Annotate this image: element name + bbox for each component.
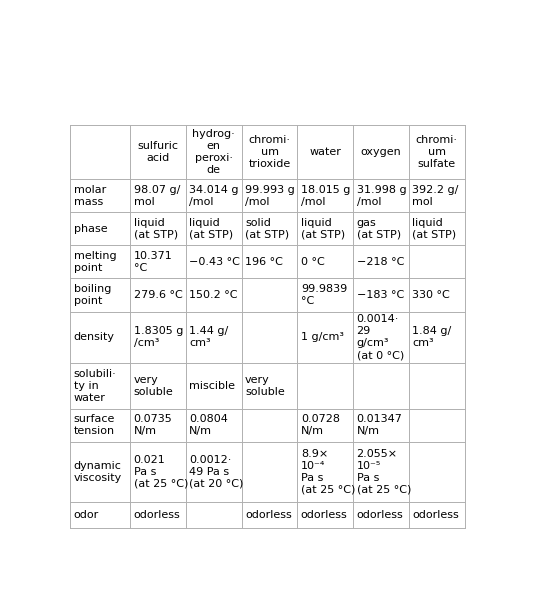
Text: −183 °C: −183 °C	[356, 290, 404, 300]
Text: 2.055×
10⁻⁵
Pa s
(at 25 °C): 2.055× 10⁻⁵ Pa s (at 25 °C)	[356, 449, 411, 495]
Text: 34.014 g
/mol: 34.014 g /mol	[189, 185, 239, 207]
Text: sulfuric
acid: sulfuric acid	[137, 141, 179, 163]
Text: 18.015 g
/mol: 18.015 g /mol	[301, 185, 350, 207]
Text: 196 °C: 196 °C	[245, 257, 283, 267]
Text: 0.0012·
49 Pa s
(at 20 °C): 0.0012· 49 Pa s (at 20 °C)	[189, 455, 244, 489]
Text: 0.01347
N/m: 0.01347 N/m	[356, 414, 402, 436]
Text: miscible: miscible	[189, 381, 235, 391]
Text: odorless: odorless	[134, 510, 180, 520]
Text: 0.0014·
29
g/cm³
(at 0 °C): 0.0014· 29 g/cm³ (at 0 °C)	[356, 314, 404, 360]
Text: odorless: odorless	[301, 510, 348, 520]
Text: dynamic
viscosity: dynamic viscosity	[74, 461, 122, 483]
Text: liquid
(at STP): liquid (at STP)	[189, 218, 233, 240]
Text: hydrog·
en
peroxi·
de: hydrog· en peroxi· de	[192, 129, 235, 175]
Text: oxygen: oxygen	[361, 147, 402, 157]
Text: gas
(at STP): gas (at STP)	[356, 218, 401, 240]
Text: 99.9839
°C: 99.9839 °C	[301, 284, 347, 306]
Text: surface
tension: surface tension	[74, 414, 115, 436]
Text: chromi·
um
sulfate: chromi· um sulfate	[416, 135, 458, 169]
Text: −0.43 °C: −0.43 °C	[189, 257, 240, 267]
Text: molar
mass: molar mass	[74, 185, 106, 207]
Text: water: water	[310, 147, 341, 157]
Text: 0.0804
N/m: 0.0804 N/m	[189, 414, 228, 436]
Text: 1.8305 g
/cm³: 1.8305 g /cm³	[134, 326, 183, 348]
Text: 0.0728
N/m: 0.0728 N/m	[301, 414, 340, 436]
Text: odorless: odorless	[413, 510, 459, 520]
Text: 31.998 g
/mol: 31.998 g /mol	[356, 185, 406, 207]
Text: boiling
point: boiling point	[74, 284, 111, 306]
Text: chromi·
um
trioxide: chromi· um trioxide	[249, 135, 290, 169]
Text: 330 °C: 330 °C	[413, 290, 450, 300]
Text: 392.2 g/
mol: 392.2 g/ mol	[413, 185, 459, 207]
Text: liquid
(at STP): liquid (at STP)	[134, 218, 178, 240]
Text: very
soluble: very soluble	[134, 375, 173, 397]
Text: liquid
(at STP): liquid (at STP)	[413, 218, 457, 240]
Text: 10.371
°C: 10.371 °C	[134, 251, 172, 273]
Text: odor: odor	[74, 510, 99, 520]
Text: density: density	[74, 332, 114, 342]
Text: 1 g/cm³: 1 g/cm³	[301, 332, 344, 342]
Text: 0 °C: 0 °C	[301, 257, 325, 267]
Text: solid
(at STP): solid (at STP)	[245, 218, 289, 240]
Text: 1.44 g/
cm³: 1.44 g/ cm³	[189, 326, 228, 348]
Text: solubili·
ty in
water: solubili· ty in water	[74, 369, 117, 403]
Text: −218 °C: −218 °C	[356, 257, 404, 267]
Text: 150.2 °C: 150.2 °C	[189, 290, 238, 300]
Text: odorless: odorless	[245, 510, 292, 520]
Text: odorless: odorless	[356, 510, 403, 520]
Text: 0.0735
N/m: 0.0735 N/m	[134, 414, 172, 436]
Text: liquid
(at STP): liquid (at STP)	[301, 218, 345, 240]
Text: 279.6 °C: 279.6 °C	[134, 290, 183, 300]
Text: 99.993 g
/mol: 99.993 g /mol	[245, 185, 295, 207]
Text: very
soluble: very soluble	[245, 375, 285, 397]
Text: 98.07 g/
mol: 98.07 g/ mol	[134, 185, 180, 207]
Text: melting
point: melting point	[74, 251, 116, 273]
Text: 8.9×
10⁻⁴
Pa s
(at 25 °C): 8.9× 10⁻⁴ Pa s (at 25 °C)	[301, 449, 355, 495]
Text: 0.021
Pa s
(at 25 °C): 0.021 Pa s (at 25 °C)	[134, 455, 188, 489]
Text: phase: phase	[74, 224, 107, 234]
Text: 1.84 g/
cm³: 1.84 g/ cm³	[413, 326, 452, 348]
